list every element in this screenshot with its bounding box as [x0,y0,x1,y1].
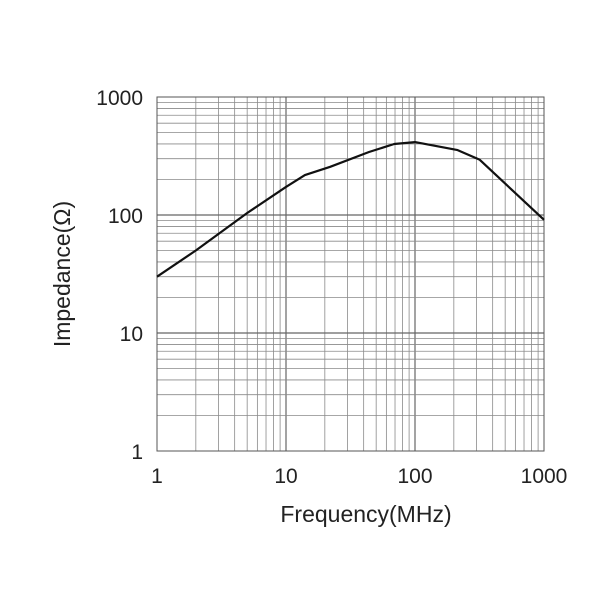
y-tick-label: 100 [108,205,143,228]
series-layer [156,141,545,278]
y-tick-labels: 1 10 100 1000 [96,87,143,464]
x-tick-label: 100 [397,465,432,488]
x-tick-label: 1 [151,465,163,488]
y-tick-label: 1 [131,441,143,464]
impedance-curve [156,141,545,278]
x-tick-label: 10 [274,465,297,488]
y-tick-label: 10 [120,323,143,346]
x-tick-label: 1000 [521,465,568,488]
y-tick-label: 1000 [96,87,143,110]
y-axis-title: Impedance(Ω) [49,201,75,347]
plot-frame [156,96,545,452]
x-tick-labels: 1 10 100 1000 [151,465,567,488]
x-axis-title: Frequency(MHz) [280,501,451,527]
grid [157,97,544,451]
